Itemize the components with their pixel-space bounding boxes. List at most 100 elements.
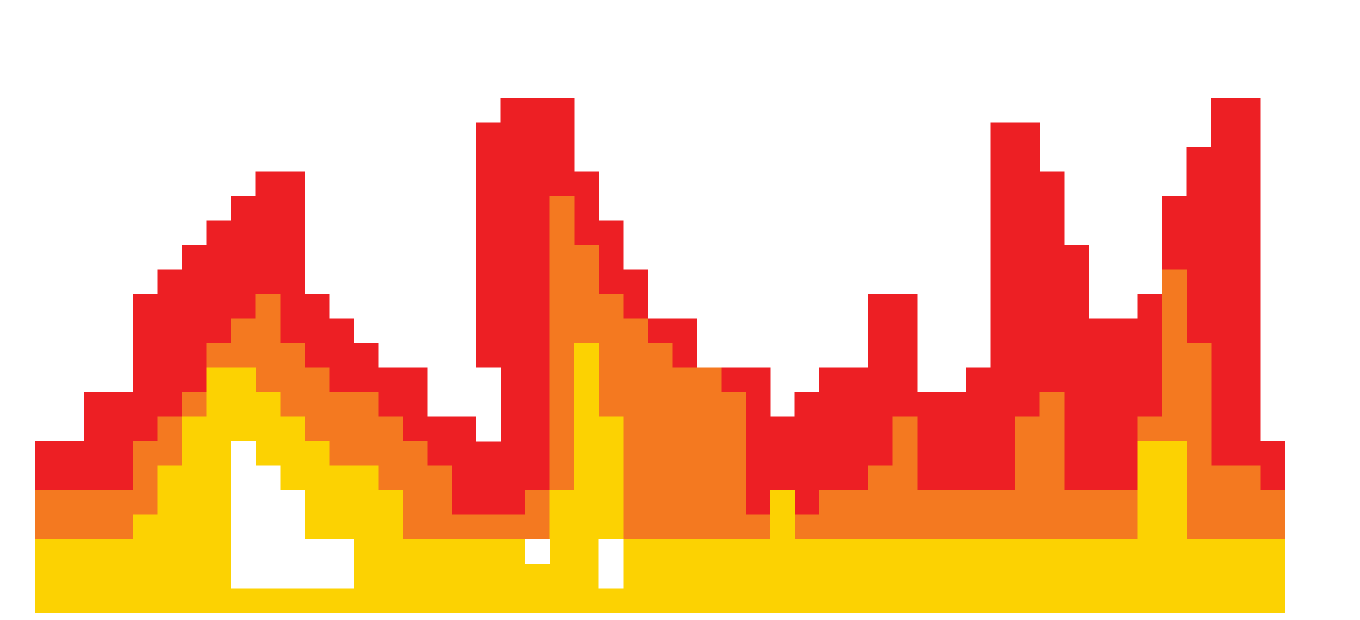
yellow-flame-pixel-column: [353, 465, 379, 614]
yellow-flame-pixel-column: [819, 539, 845, 614]
yellow-flame-pixel-column: [941, 539, 967, 614]
yellow-flame-pixel-column: [721, 539, 747, 614]
red-flame-pixel-column: [59, 441, 85, 491]
orange-flame-pixel-column: [892, 416, 918, 540]
orange-flame-pixel-column: [794, 514, 820, 540]
red-flame-pixel-column: [1211, 98, 1237, 467]
red-flame-pixel-column: [647, 318, 673, 344]
yellow-flame-pixel-column: [1235, 539, 1261, 614]
red-flame-pixel-column: [255, 171, 281, 295]
orange-flame-pixel-column: [647, 343, 673, 540]
orange-flame-pixel-column: [329, 392, 355, 467]
orange-flame-pixel-column: [598, 294, 624, 418]
red-flame-pixel-column: [280, 171, 306, 344]
orange-flame-pixel-column: [1260, 490, 1286, 540]
red-flame-pixel-column: [990, 122, 1016, 491]
orange-flame-pixel-column: [182, 392, 208, 418]
red-flame-pixel-column: [843, 367, 869, 491]
red-flame-pixel-column: [206, 220, 232, 344]
orange-flame-pixel-column: [1162, 269, 1188, 442]
yellow-flame-pixel-column: [84, 539, 110, 614]
red-flame-pixel-column: [574, 171, 600, 246]
orange-flame-pixel-column: [819, 490, 845, 540]
orange-flame-pixel-column: [1015, 416, 1041, 540]
orange-flame-pixel-column: [255, 294, 281, 393]
yellow-flame-pixel-column: [990, 539, 1016, 614]
orange-flame-pixel-column: [35, 490, 61, 540]
orange-flame-pixel-column: [476, 514, 502, 540]
yellow-flame-pixel-column: [1039, 539, 1065, 614]
red-flame-pixel-column: [549, 98, 575, 197]
orange-flame-pixel-column: [206, 343, 232, 369]
yellow-flame-pixel-column: [917, 539, 943, 614]
red-flame-layer: [35, 98, 1286, 516]
red-flame-pixel-column: [917, 392, 943, 491]
yellow-flame-pixel-column: [402, 539, 428, 614]
yellow-flame-pixel-column: [1137, 441, 1163, 614]
orange-flame-pixel-column: [549, 196, 575, 491]
red-flame-pixel-column: [1039, 171, 1065, 393]
flame-cutout-pixel: [280, 490, 306, 589]
orange-flame-pixel-column: [500, 514, 526, 540]
yellow-flame-pixel-column: [1211, 539, 1237, 614]
yellow-flame-pixel-column: [574, 343, 600, 614]
red-flame-pixel-column: [1088, 318, 1114, 491]
red-flame-pixel-column: [500, 98, 526, 516]
red-flame-pixel-column: [304, 294, 330, 369]
yellow-flame-pixel-column: [745, 539, 771, 614]
red-flame-pixel-column: [1260, 441, 1286, 491]
orange-flame-pixel-column: [843, 490, 869, 540]
red-flame-pixel-column: [1015, 122, 1041, 418]
red-flame-pixel-column: [451, 416, 477, 516]
red-flame-pixel-column: [1235, 98, 1261, 467]
red-flame-pixel-column: [378, 367, 404, 418]
yellow-flame-pixel-column: [378, 490, 404, 614]
yellow-flame-pixel-column: [451, 539, 477, 614]
red-flame-pixel-column: [525, 98, 551, 491]
red-flame-pixel-column: [157, 269, 183, 418]
orange-flame-pixel-column: [157, 416, 183, 467]
orange-flame-pixel-column: [1113, 490, 1139, 540]
red-flame-pixel-column: [133, 294, 159, 442]
orange-flame-pixel-column: [1186, 343, 1212, 540]
red-flame-pixel-column: [329, 318, 355, 393]
red-flame-pixel-column: [1186, 147, 1212, 344]
red-flame-pixel-column: [794, 392, 820, 516]
orange-flame-pixel-column: [525, 490, 551, 540]
yellow-flame-pixel-column: [1015, 539, 1041, 614]
flame-cutouts: [231, 367, 624, 589]
orange-flame-pixel-column: [402, 441, 428, 540]
yellow-flame-pixel-column: [1186, 539, 1212, 614]
yellow-flame-pixel-column: [794, 539, 820, 614]
red-flame-pixel-column: [966, 367, 992, 491]
orange-flame-pixel-column: [917, 490, 943, 540]
orange-flame-pixel-column: [451, 514, 477, 540]
yellow-flame-pixel-column: [623, 539, 649, 614]
flame-cutout-pixel: [476, 367, 502, 442]
yellow-flame-pixel-column: [868, 539, 894, 614]
orange-flame-pixel-column: [1064, 490, 1090, 540]
yellow-flame-pixel-column: [206, 367, 232, 614]
orange-flame-pixel-column: [304, 367, 330, 442]
orange-flame-pixel-column: [1137, 416, 1163, 442]
orange-flame-pixel-column: [353, 392, 379, 467]
red-flame-pixel-column: [941, 392, 967, 491]
red-flame-pixel-column: [427, 416, 453, 467]
red-flame-pixel-column: [598, 220, 624, 295]
red-flame-pixel-column: [84, 392, 110, 491]
red-flame-pixel-column: [745, 367, 771, 516]
yellow-flame-pixel-column: [182, 416, 208, 614]
orange-flame-pixel-column: [966, 490, 992, 540]
yellow-flame-pixel-column: [1088, 539, 1114, 614]
orange-flame-pixel-column: [574, 245, 600, 344]
flame-cutout-pixel: [231, 441, 257, 589]
red-flame-pixel-column: [182, 245, 208, 393]
flame-cutout-pixel: [255, 465, 281, 589]
flame-cutout-pixel: [525, 539, 551, 565]
orange-flame-pixel-column: [721, 392, 747, 540]
yellow-flame-pixel-column: [133, 514, 159, 614]
yellow-flame-pixel-column: [1260, 539, 1286, 614]
red-flame-pixel-column: [231, 196, 257, 320]
red-flame-pixel-column: [353, 343, 379, 393]
